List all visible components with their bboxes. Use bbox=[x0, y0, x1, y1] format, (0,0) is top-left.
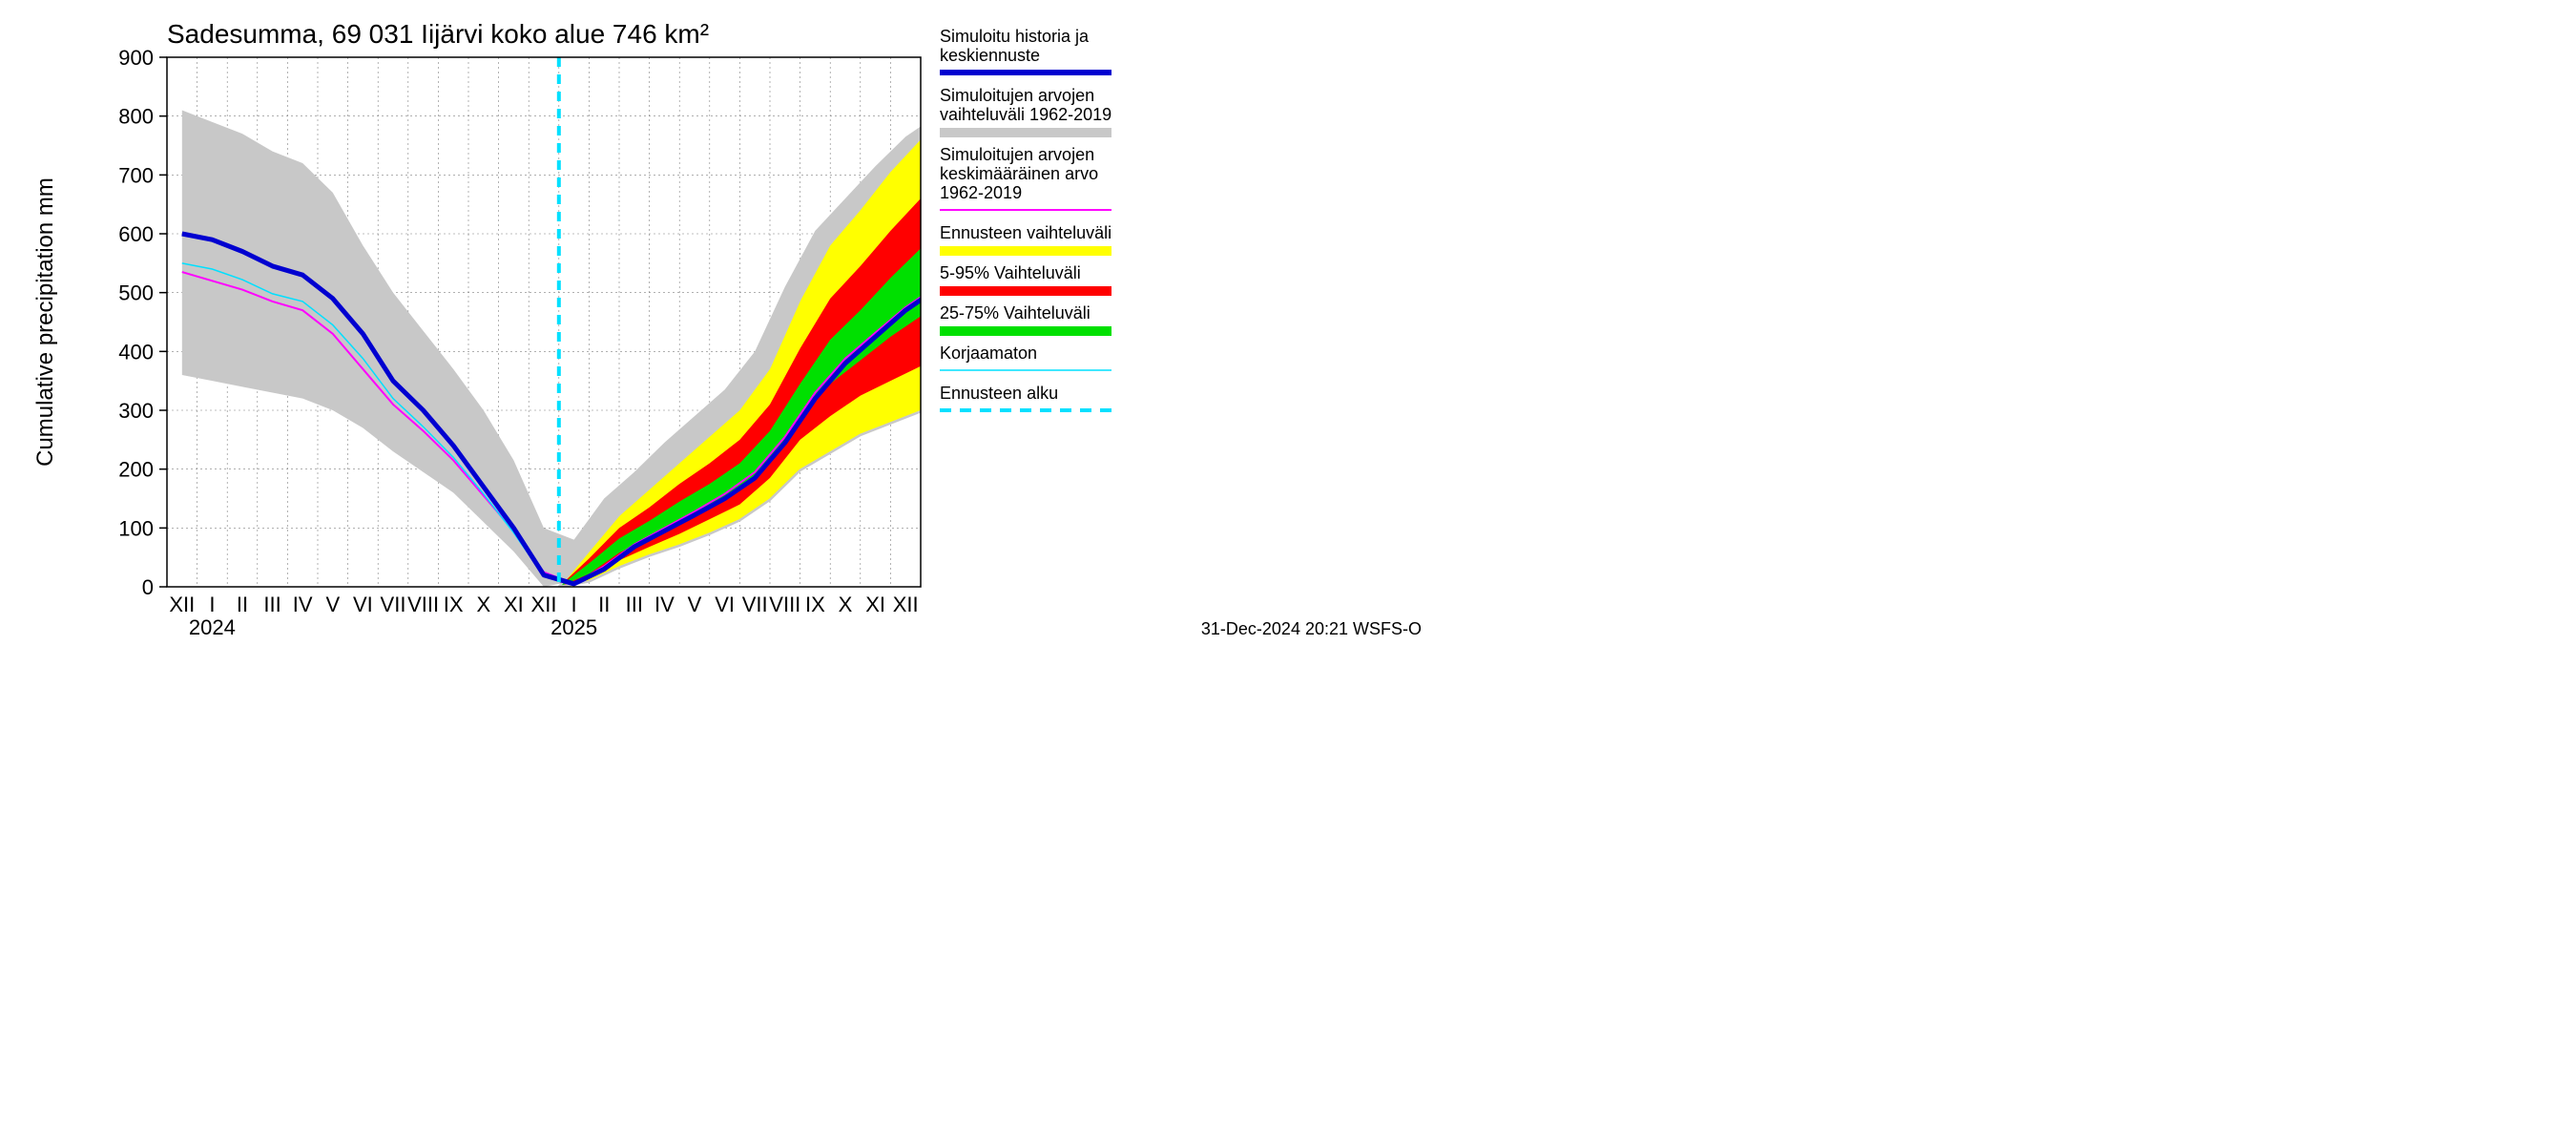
legend-label: Simuloitu historia ja bbox=[940, 27, 1090, 46]
x-month-label: VI bbox=[715, 593, 735, 616]
y-tick-label: 600 bbox=[118, 222, 154, 246]
y-tick-label: 300 bbox=[118, 399, 154, 423]
x-month-label: VI bbox=[353, 593, 373, 616]
y-tick-label: 0 bbox=[142, 575, 154, 599]
legend-label: Korjaamaton bbox=[940, 344, 1037, 363]
legend-swatch bbox=[940, 286, 1111, 296]
x-month-label: II bbox=[237, 593, 248, 616]
legend-label: 1962-2019 bbox=[940, 183, 1022, 202]
x-month-label: XI bbox=[865, 593, 885, 616]
x-month-label: V bbox=[688, 593, 702, 616]
x-month-label: X bbox=[476, 593, 490, 616]
legend-label: keskiennuste bbox=[940, 46, 1040, 65]
legend-label: 5-95% Vaihteluväli bbox=[940, 263, 1081, 282]
x-month-label: XII bbox=[531, 593, 557, 616]
legend-label: Simuloitujen arvojen bbox=[940, 86, 1094, 105]
x-month-label: XI bbox=[504, 593, 524, 616]
timestamp: 31-Dec-2024 20:21 WSFS-O bbox=[1201, 619, 1422, 638]
x-month-label: VII bbox=[381, 593, 406, 616]
legend-label: Simuloitujen arvojen bbox=[940, 145, 1094, 164]
x-month-label: IX bbox=[444, 593, 464, 616]
y-axis-label: Cumulative precipitation mm bbox=[32, 177, 58, 467]
legend-label: Ennusteen alku bbox=[940, 384, 1058, 403]
y-tick-label: 800 bbox=[118, 105, 154, 129]
legend-label: Ennusteen vaihteluväli bbox=[940, 223, 1111, 242]
x-month-label: III bbox=[263, 593, 280, 616]
x-month-label: IV bbox=[293, 593, 313, 616]
legend-label: keskimääräinen arvo bbox=[940, 164, 1098, 183]
x-year-label: 2025 bbox=[551, 615, 597, 639]
x-month-label: X bbox=[839, 593, 853, 616]
y-tick-label: 400 bbox=[118, 340, 154, 364]
x-month-label: I bbox=[209, 593, 215, 616]
y-tick-label: 500 bbox=[118, 281, 154, 305]
x-month-label: II bbox=[598, 593, 610, 616]
legend-label: 25-75% Vaihteluväli bbox=[940, 303, 1091, 323]
legend-swatch bbox=[940, 128, 1111, 137]
precipitation-chart: 0100200300400500600700800900XIIIIIIIIIVV… bbox=[0, 0, 1431, 639]
x-month-label: VIII bbox=[769, 593, 800, 616]
x-year-label: 2024 bbox=[189, 615, 236, 639]
x-month-label: III bbox=[626, 593, 643, 616]
y-tick-label: 700 bbox=[118, 163, 154, 187]
legend-label: vaihteluväli 1962-2019 bbox=[940, 105, 1111, 124]
x-month-label: V bbox=[325, 593, 340, 616]
legend-swatch bbox=[940, 246, 1111, 256]
legend-swatch bbox=[940, 326, 1111, 336]
x-month-label: XII bbox=[893, 593, 919, 616]
x-month-label: VII bbox=[742, 593, 768, 616]
y-tick-label: 900 bbox=[118, 46, 154, 70]
y-tick-label: 100 bbox=[118, 516, 154, 540]
x-month-label: IX bbox=[805, 593, 825, 616]
y-tick-label: 200 bbox=[118, 458, 154, 482]
x-month-label: I bbox=[571, 593, 577, 616]
chart-title: Sadesumma, 69 031 Iijärvi koko alue 746 … bbox=[167, 19, 709, 49]
x-month-label: VIII bbox=[407, 593, 439, 616]
x-month-label: IV bbox=[654, 593, 675, 616]
x-month-label: XII bbox=[169, 593, 195, 616]
